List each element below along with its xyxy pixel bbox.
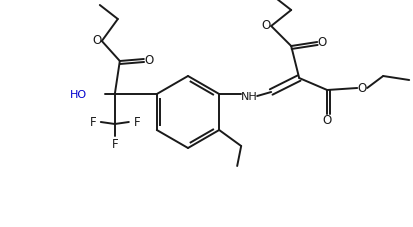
Text: F: F [89,116,96,129]
Text: F: F [133,116,140,129]
Text: O: O [144,53,153,66]
Text: NH: NH [240,92,257,101]
Text: O: O [261,18,270,31]
Text: O: O [357,82,366,95]
Text: HO: HO [69,90,87,100]
Text: O: O [322,114,331,127]
Text: O: O [317,36,326,49]
Text: O: O [92,33,101,46]
Text: F: F [111,138,118,151]
